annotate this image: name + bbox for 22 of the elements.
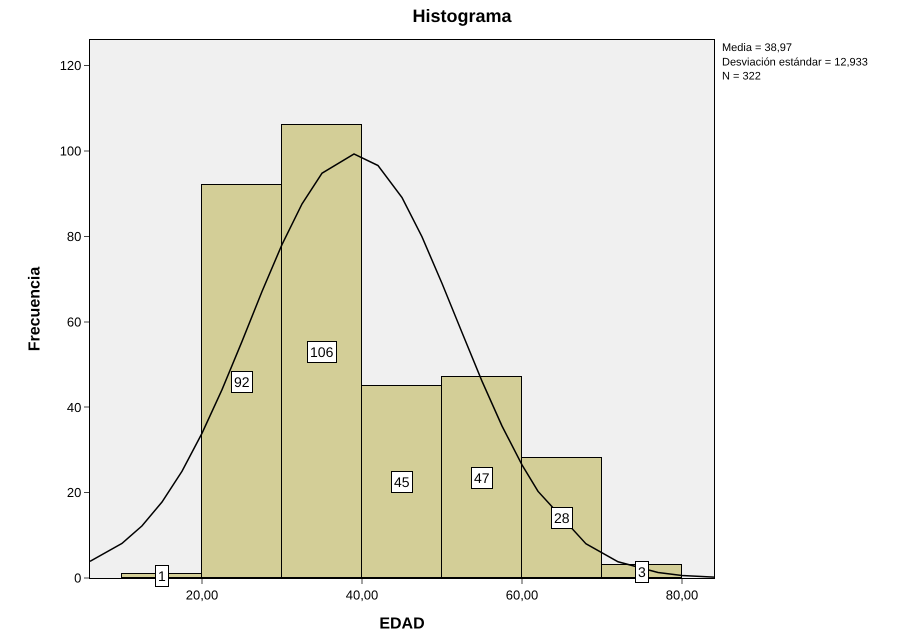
data-label: 1 (158, 568, 166, 584)
y-tick-label: 0 (74, 570, 82, 586)
y-tick-label: 20 (66, 485, 82, 500)
y-tick-label: 40 (66, 400, 82, 415)
y-tick-label: 100 (60, 144, 82, 159)
data-label: 3 (638, 564, 646, 580)
x-axis-title: EDAD (379, 615, 425, 632)
chart-title: Histograma (412, 6, 512, 26)
x-tick-label: 40,00 (346, 588, 378, 603)
data-label: 45 (394, 474, 410, 490)
data-label: 47 (474, 470, 490, 486)
y-tick-label: 120 (60, 58, 82, 74)
y-axis-title: Frecuencia (26, 266, 44, 352)
x-tick-label: 80,00 (666, 588, 698, 603)
y-tick-label: 60 (66, 314, 82, 330)
data-label: 106 (310, 344, 334, 360)
x-tick-label: 60,00 (506, 588, 538, 603)
data-label: 28 (554, 510, 570, 526)
data-label: 92 (234, 374, 250, 390)
x-tick-label: 20,00 (186, 588, 218, 603)
y-tick-label: 80 (66, 228, 82, 244)
text: Media = 38,97 Desviación estándar = 12,933 N = 322 (722, 42, 868, 83)
